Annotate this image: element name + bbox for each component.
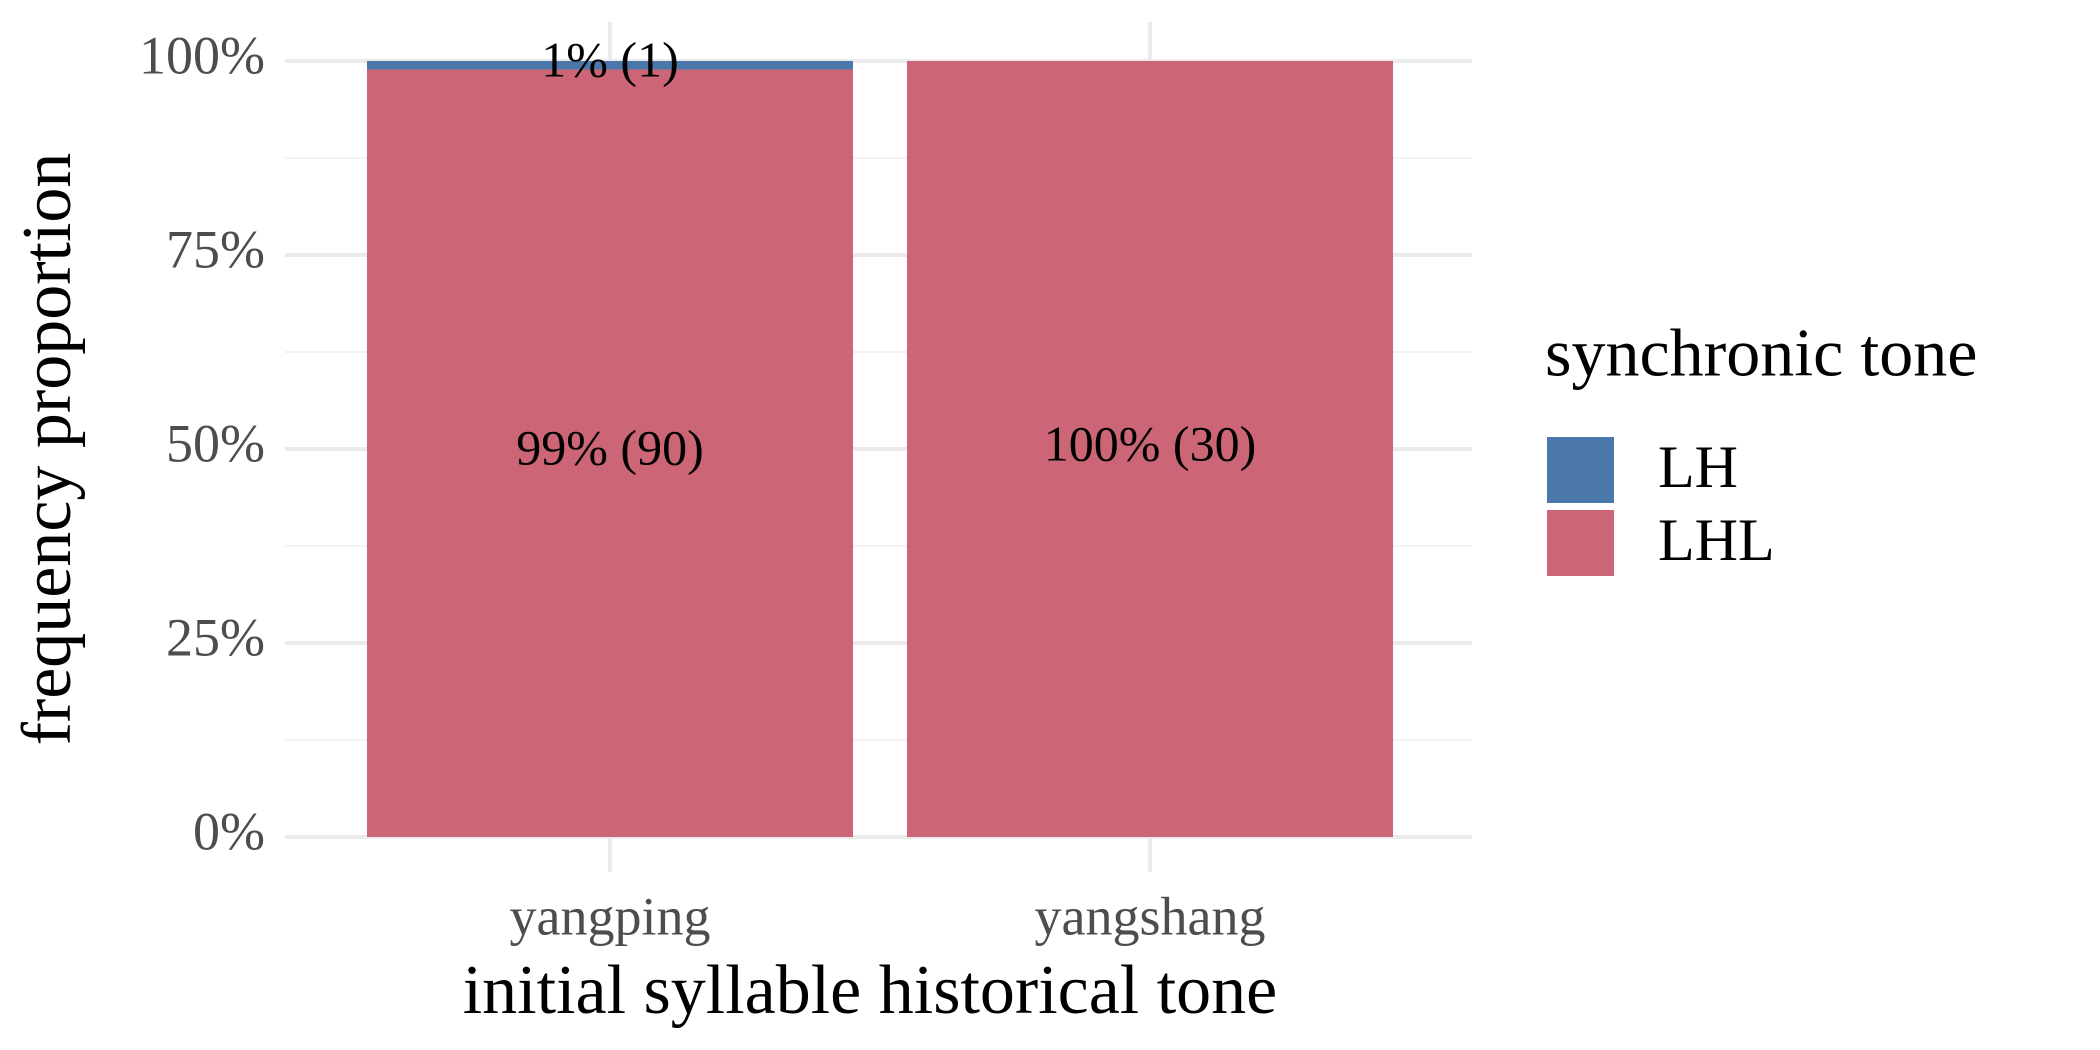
x-tick-label: yangshang xyxy=(1035,886,1266,946)
y-tick-label: 75% xyxy=(166,219,265,279)
y-tick-label: 50% xyxy=(166,413,265,473)
y-tick-label: 100% xyxy=(139,25,265,85)
value-label: 1% (1) xyxy=(541,32,678,88)
legend-key xyxy=(1547,510,1614,576)
y-axis-title: frequency proportion xyxy=(9,153,86,746)
legend-label: LH xyxy=(1658,434,1738,500)
legend-title: synchronic tone xyxy=(1545,315,1977,391)
value-label: 99% (90) xyxy=(516,420,703,476)
bar-segment xyxy=(907,61,1393,837)
value-label: 100% (30) xyxy=(1044,415,1256,471)
y-tick-label: 25% xyxy=(166,607,265,667)
y-tick-label: 0% xyxy=(193,801,265,861)
x-axis-title: initial syllable historical tone xyxy=(463,952,1278,1029)
x-tick-label: yangping xyxy=(510,886,711,946)
bar-segment xyxy=(367,61,853,70)
bar-segment xyxy=(367,69,853,837)
legend-key xyxy=(1547,437,1614,503)
legend-label: LHL xyxy=(1658,507,1775,573)
bars xyxy=(367,61,1393,837)
labels: 99% (90) 1% (1) 100% (30) xyxy=(516,32,1256,476)
